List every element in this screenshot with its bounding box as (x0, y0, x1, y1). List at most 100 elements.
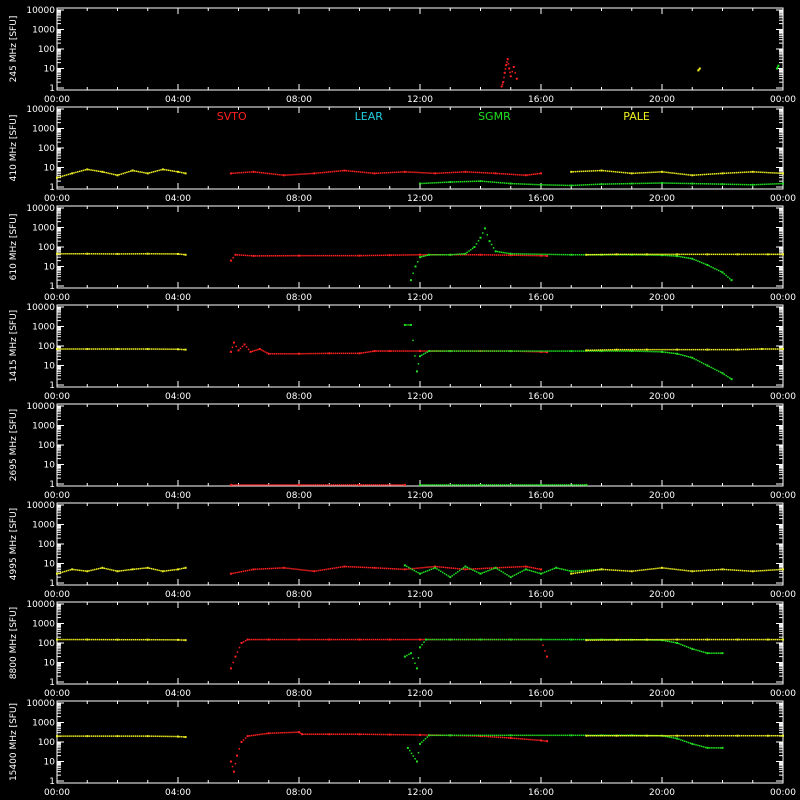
data-point (501, 638, 504, 641)
data-point (282, 174, 285, 177)
data-point (151, 253, 153, 255)
data-point (532, 734, 534, 737)
data-point (274, 255, 277, 257)
data-point (666, 640, 669, 642)
data-point (594, 638, 597, 641)
data-point (342, 733, 345, 735)
data-point (556, 253, 558, 256)
data-point (649, 171, 651, 174)
data-point (102, 638, 105, 641)
data-point (264, 484, 266, 486)
data-point (479, 638, 482, 641)
data-point (652, 734, 654, 737)
series-pale2 (570, 169, 784, 177)
data-point (469, 734, 472, 737)
data-point (501, 736, 504, 739)
data-point (511, 173, 513, 176)
y-tick-label: 10000 (26, 501, 55, 511)
data-point (326, 352, 328, 355)
data-point (301, 569, 303, 571)
data-point (782, 172, 784, 175)
data-point (605, 639, 608, 641)
data-point (181, 171, 183, 174)
data-point (725, 274, 727, 277)
data-point (443, 350, 446, 352)
data-point (358, 483, 361, 486)
data-point (618, 350, 621, 352)
data-point (544, 253, 546, 256)
data-point (276, 732, 278, 734)
data-point (678, 353, 680, 356)
data-point (548, 350, 550, 352)
data-point (597, 253, 600, 256)
data-point (763, 638, 765, 641)
data-point (698, 67, 701, 70)
data-point (400, 484, 402, 486)
data-point (341, 566, 344, 568)
data-point (378, 638, 381, 641)
data-point (614, 734, 617, 737)
data-point (244, 171, 247, 174)
data-point (447, 734, 450, 737)
data-point (546, 740, 549, 743)
data-point (702, 734, 705, 737)
data-point (636, 638, 638, 641)
data-point (591, 639, 594, 641)
data-point (499, 736, 502, 739)
data-point (469, 254, 472, 256)
data-point (395, 733, 397, 736)
data-point (564, 569, 567, 571)
data-point (414, 758, 416, 760)
data-point (473, 254, 476, 256)
data-point (709, 183, 712, 185)
data-point (612, 569, 615, 571)
data-point (604, 170, 607, 172)
data-point (165, 348, 167, 350)
data-point (340, 733, 343, 735)
data-point (492, 247, 495, 249)
data-point (700, 745, 703, 748)
data-point (301, 173, 303, 175)
data-point (86, 252, 89, 255)
data-point (546, 734, 548, 737)
data-point (729, 172, 732, 174)
data-point (632, 348, 634, 351)
data-point (687, 174, 689, 176)
data-point (687, 182, 689, 185)
data-point (634, 253, 636, 256)
data-point (717, 370, 720, 373)
data-point (382, 638, 385, 641)
series-pale (56, 566, 187, 575)
data-point (751, 570, 754, 573)
data-point (594, 734, 597, 737)
data-point (64, 638, 66, 641)
data-point (657, 182, 659, 184)
data-point (517, 174, 519, 176)
data-point (757, 348, 759, 350)
data-point (463, 638, 466, 641)
data-point (56, 176, 58, 179)
data-point (80, 253, 82, 255)
data-point (719, 183, 722, 185)
data-point (753, 638, 755, 641)
series-pale (56, 348, 187, 351)
data-point (485, 254, 488, 256)
data-point (184, 253, 187, 256)
data-point (425, 484, 427, 486)
data-point (387, 567, 390, 570)
data-point (601, 349, 604, 351)
data-point (473, 638, 476, 641)
data-point (436, 565, 438, 568)
data-point (481, 180, 484, 183)
data-point (487, 484, 490, 486)
data-point (718, 253, 721, 256)
data-point (742, 638, 745, 641)
data-point (491, 254, 494, 256)
data-point (670, 734, 672, 737)
data-point (687, 570, 689, 572)
data-point (491, 568, 493, 571)
data-point (721, 568, 724, 571)
data-point (677, 172, 679, 175)
data-point (413, 569, 416, 572)
data-point (546, 350, 548, 352)
